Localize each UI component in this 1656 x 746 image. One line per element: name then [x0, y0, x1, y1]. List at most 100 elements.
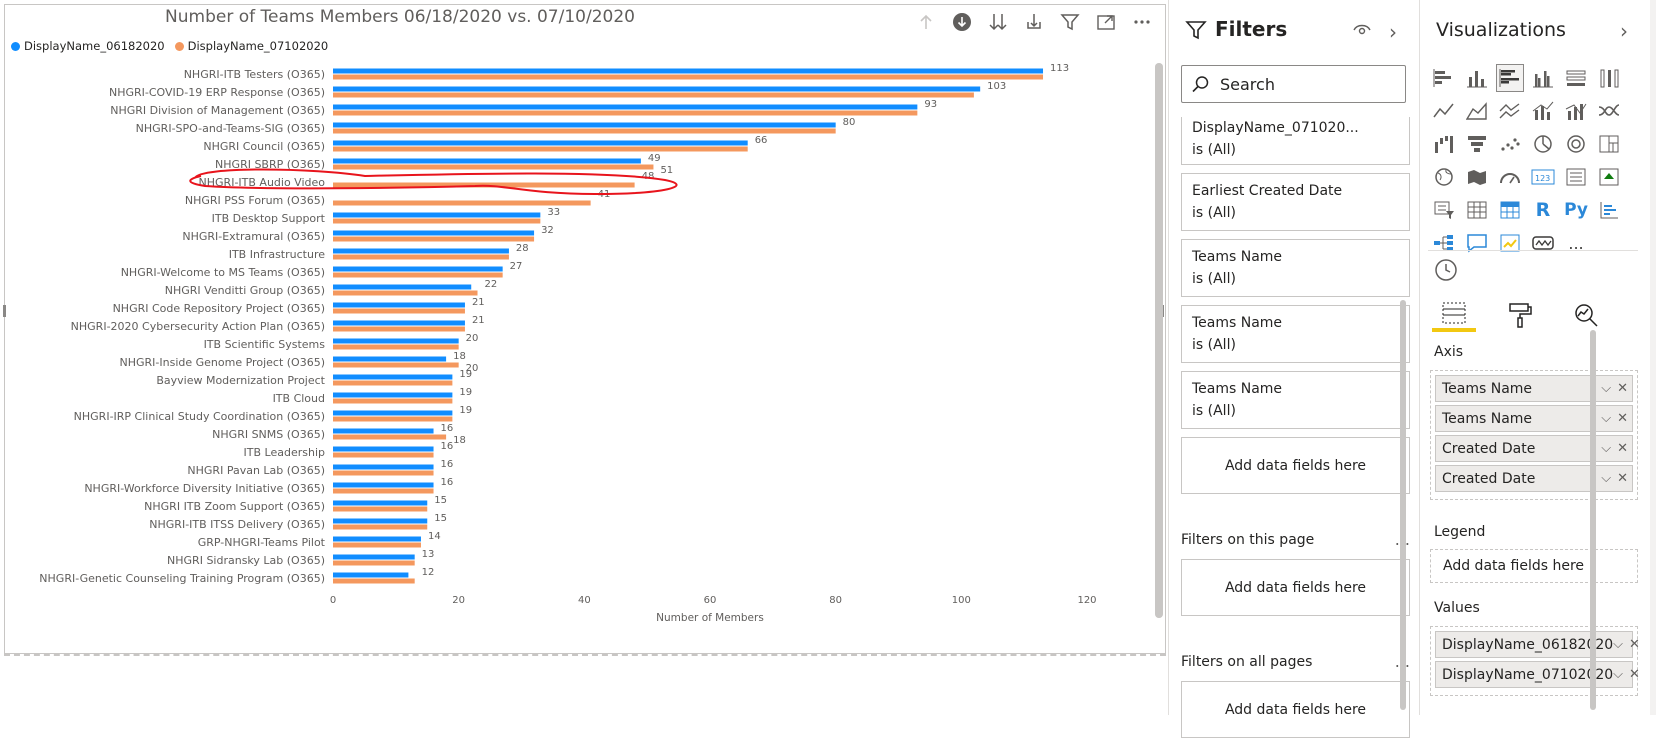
- area-chart-icon[interactable]: [1463, 97, 1491, 125]
- multi-row-card-icon[interactable]: [1562, 163, 1590, 191]
- stacked-column-icon[interactable]: [1463, 64, 1491, 92]
- resize-handle-left[interactable]: [3, 305, 6, 317]
- filled-map-icon[interactable]: [1463, 163, 1491, 191]
- bar-series-2[interactable]: [333, 488, 434, 494]
- line-chart-icon[interactable]: [1430, 97, 1458, 125]
- value-field-pill[interactable]: DisplayName_06182020 ⌵ ✕: [1435, 631, 1640, 658]
- bar-series-2[interactable]: [333, 236, 535, 242]
- bar-series-2[interactable]: [333, 470, 434, 476]
- filters-scrollbar[interactable]: [1400, 300, 1406, 710]
- qa-icon[interactable]: [1463, 229, 1491, 257]
- bar-series-2[interactable]: [333, 578, 415, 584]
- bar-series-2[interactable]: [333, 524, 428, 530]
- bar-series-1[interactable]: [333, 266, 503, 272]
- collapse-filters-chevron-icon[interactable]: ›: [1389, 20, 1397, 44]
- chevron-down-icon[interactable]: ⌵: [1613, 637, 1624, 652]
- bar-series-1[interactable]: [333, 518, 428, 524]
- bar-series-2[interactable]: [333, 218, 541, 224]
- drill-up-icon[interactable]: [915, 11, 937, 33]
- bar-series-2[interactable]: [333, 434, 447, 440]
- close-icon[interactable]: ✕: [1629, 637, 1640, 652]
- expand-all-icon[interactable]: [987, 11, 1009, 33]
- r-visual-icon[interactable]: R: [1535, 199, 1551, 221]
- bar-series-2[interactable]: [333, 416, 453, 422]
- filter-card[interactable]: Teams Name is (All): [1181, 371, 1410, 429]
- bar-series-2[interactable]: [333, 560, 415, 566]
- key-influencers-icon[interactable]: [1595, 196, 1623, 224]
- bar-series-2[interactable]: [333, 542, 421, 548]
- bar-series-2[interactable]: [333, 254, 509, 260]
- clustered-column-icon[interactable]: [1529, 64, 1557, 92]
- bar-series-1[interactable]: [333, 212, 541, 218]
- chart-scrollbar-thumb[interactable]: [1155, 63, 1163, 618]
- decomposition-tree-icon[interactable]: [1430, 229, 1458, 257]
- stacked-bar-icon[interactable]: [1430, 64, 1458, 92]
- bar-series-2[interactable]: [333, 308, 465, 314]
- collapse-visualizations-chevron-icon[interactable]: ›: [1620, 19, 1628, 43]
- smart-narrative-icon[interactable]: [1496, 229, 1524, 257]
- ribbon-chart-icon[interactable]: [1595, 97, 1623, 125]
- map-icon[interactable]: [1430, 163, 1458, 191]
- table-icon[interactable]: [1463, 196, 1491, 224]
- axis-field-well[interactable]: Teams Name ⌵ ✕ Teams Name ⌵ ✕ Created Date…: [1430, 370, 1638, 500]
- bar-series-1[interactable]: [333, 428, 434, 434]
- scatter-icon[interactable]: [1496, 130, 1524, 158]
- bar-series-2[interactable]: [333, 74, 1044, 80]
- bar-series-2[interactable]: [333, 452, 434, 458]
- clustered-bar-icon[interactable]: [1496, 64, 1524, 92]
- bar-series-2[interactable]: [333, 344, 459, 350]
- axis-field-pill[interactable]: Created Date ⌵ ✕: [1435, 435, 1633, 462]
- chart-scrollbar[interactable]: [1155, 63, 1163, 618]
- waterfall-icon[interactable]: [1430, 130, 1458, 158]
- matrix-icon[interactable]: [1496, 196, 1524, 224]
- bar-series-1[interactable]: [333, 302, 465, 308]
- bar-series-1[interactable]: [333, 320, 465, 326]
- bar-series-1[interactable]: [333, 122, 836, 128]
- line-column-icon[interactable]: [1529, 97, 1557, 125]
- donut-chart-icon[interactable]: [1562, 130, 1590, 158]
- clustered-bar-chart-visual[interactable]: NHGRI-ITB Testers (O365) 113 NHGRI-COVID-1…: [3, 4, 1166, 654]
- bar-series-1[interactable]: [333, 248, 509, 254]
- bar-series-1[interactable]: [333, 572, 409, 578]
- bar-series-1[interactable]: [333, 86, 981, 92]
- bar-series-1[interactable]: [333, 68, 1044, 74]
- bar-series-1[interactable]: [333, 374, 453, 380]
- bar-series-2[interactable]: [333, 92, 974, 98]
- python-visual-icon[interactable]: Py: [1564, 200, 1588, 220]
- fields-tab[interactable]: [1432, 298, 1476, 332]
- 100-stacked-bar-icon[interactable]: [1562, 64, 1590, 92]
- bar-series-1[interactable]: [333, 158, 641, 164]
- bar-series-1[interactable]: [333, 338, 459, 344]
- funnel-icon[interactable]: [1463, 130, 1491, 158]
- bar-series-2[interactable]: [333, 290, 478, 296]
- bar-series-1[interactable]: [333, 230, 535, 236]
- bar-series-1[interactable]: [333, 464, 434, 470]
- card-icon[interactable]: 123: [1529, 163, 1557, 191]
- chevron-down-icon[interactable]: ⌵: [1601, 441, 1612, 456]
- kpi-icon[interactable]: [1595, 163, 1623, 191]
- 100-stacked-column-icon[interactable]: [1595, 64, 1623, 92]
- bar-series-2[interactable]: [333, 128, 836, 134]
- expand-hierarchy-icon[interactable]: [1023, 11, 1045, 33]
- bar-series-1[interactable]: [333, 140, 748, 146]
- bar-series-2[interactable]: [333, 146, 748, 152]
- values-field-well[interactable]: DisplayName_06182020 ⌵ ✕ DisplayName_0710…: [1430, 626, 1640, 696]
- bar-series-2[interactable]: [333, 164, 654, 170]
- bar-series-1[interactable]: [333, 536, 421, 542]
- line-stacked-column-icon[interactable]: [1562, 97, 1590, 125]
- stacked-area-icon[interactable]: [1496, 97, 1524, 125]
- bar-series-1[interactable]: [333, 482, 434, 488]
- bar-series-1[interactable]: [333, 104, 918, 110]
- bar-series-2[interactable]: [333, 272, 503, 278]
- bar-series-2[interactable]: [333, 326, 465, 332]
- add-report-filter-dropzone[interactable]: Add data fields here: [1181, 681, 1410, 738]
- treemap-icon[interactable]: [1595, 130, 1623, 158]
- bar-series-2[interactable]: [333, 398, 453, 404]
- filter-card[interactable]: Earliest Created Date is (All): [1181, 173, 1410, 231]
- filter-search-input[interactable]: Search: [1181, 65, 1406, 103]
- close-icon[interactable]: ✕: [1617, 381, 1628, 396]
- axis-field-pill[interactable]: Teams Name ⌵ ✕: [1435, 405, 1633, 432]
- close-icon[interactable]: ✕: [1629, 667, 1640, 682]
- bar-series-2[interactable]: [333, 110, 918, 116]
- bar-series-2[interactable]: [333, 506, 428, 512]
